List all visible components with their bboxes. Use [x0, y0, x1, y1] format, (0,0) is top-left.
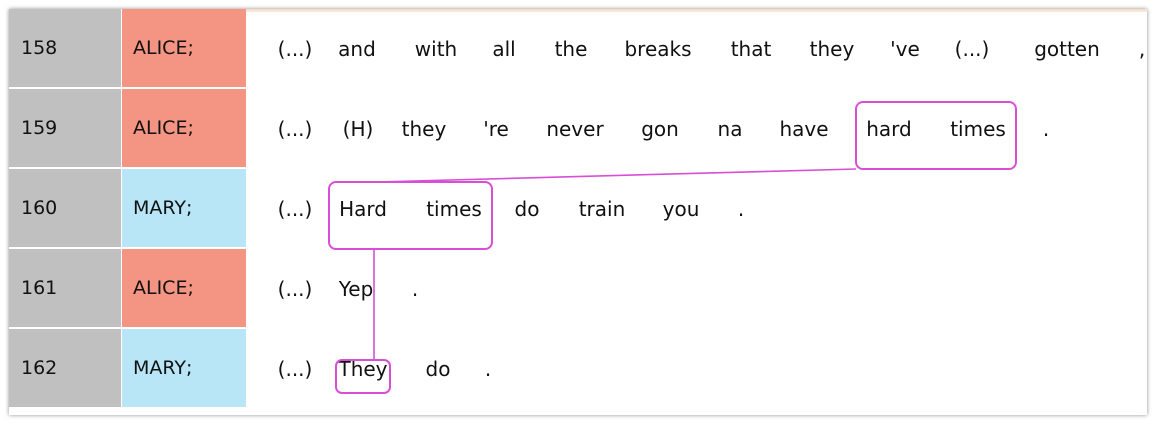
token[interactable]: (...) — [277, 197, 313, 221]
line-number: 161 — [9, 249, 121, 328]
header-strip — [9, 9, 1147, 12]
token[interactable]: Yep — [338, 277, 374, 301]
transcript-row: 161 ALICE; (...) Yep . — [9, 249, 1147, 329]
token[interactable]: . — [1042, 117, 1050, 141]
token[interactable]: 've — [890, 37, 920, 61]
transcript-row: 159 ALICE; (...) (H) they 're never gon … — [9, 89, 1147, 169]
token[interactable]: all — [492, 37, 516, 61]
token[interactable]: gon — [641, 117, 679, 141]
token[interactable]: times — [426, 197, 482, 221]
transcript-row: 162 MARY; (...) They do . — [9, 329, 1147, 409]
token[interactable]: and — [338, 37, 376, 61]
utterance: (...) Hard times do train you . — [246, 169, 1147, 249]
line-number: 160 — [9, 169, 121, 248]
token[interactable]: (H) — [342, 117, 374, 141]
token[interactable]: gotten — [1034, 37, 1100, 61]
token[interactable]: (...) — [277, 117, 313, 141]
token[interactable]: Hard — [339, 197, 387, 221]
transcript-row: 158 ALICE; (...) and with all the breaks… — [9, 9, 1147, 89]
token[interactable]: 're — [483, 117, 509, 141]
token[interactable]: (...) — [277, 37, 313, 61]
utterance: (...) and with all the breaks that they … — [246, 9, 1147, 89]
token[interactable]: . — [411, 277, 419, 301]
line-number: 159 — [9, 89, 121, 168]
token[interactable]: times — [950, 117, 1006, 141]
token[interactable]: that — [730, 37, 772, 61]
token[interactable]: . — [737, 197, 745, 221]
transcript-viewer: 158 ALICE; (...) and with all the breaks… — [9, 9, 1147, 415]
token[interactable]: (...) — [954, 37, 990, 61]
transcript-row: 160 MARY; (...) Hard times do train you … — [9, 169, 1147, 249]
token[interactable]: do — [514, 197, 540, 221]
speaker-label: ALICE; — [121, 249, 246, 328]
token[interactable]: the — [554, 37, 588, 61]
utterance: (...) (H) they 're never gon na have har… — [246, 89, 1147, 169]
token[interactable]: (...) — [277, 357, 313, 381]
token[interactable]: , — [1138, 37, 1146, 61]
speaker-label: ALICE; — [121, 9, 246, 88]
line-number: 162 — [9, 329, 121, 408]
token[interactable]: do — [425, 357, 451, 381]
utterance: (...) Yep . — [246, 249, 1147, 329]
token[interactable]: they — [809, 37, 855, 61]
line-number: 158 — [9, 9, 121, 88]
speaker-label: ALICE; — [121, 89, 246, 168]
token[interactable]: you — [662, 197, 700, 221]
utterance: (...) They do . — [246, 329, 1147, 409]
token[interactable]: hard — [866, 117, 912, 141]
token[interactable]: They — [338, 357, 388, 381]
token[interactable]: . — [484, 357, 492, 381]
speaker-label: MARY; — [121, 329, 246, 408]
token[interactable]: na — [717, 117, 743, 141]
token[interactable]: never — [546, 117, 604, 141]
token[interactable]: train — [578, 197, 626, 221]
token[interactable]: (...) — [277, 277, 313, 301]
token[interactable]: have — [779, 117, 829, 141]
speaker-label: MARY; — [121, 169, 246, 248]
token[interactable]: breaks — [624, 37, 692, 61]
token[interactable]: they — [401, 117, 447, 141]
token[interactable]: with — [414, 37, 458, 61]
